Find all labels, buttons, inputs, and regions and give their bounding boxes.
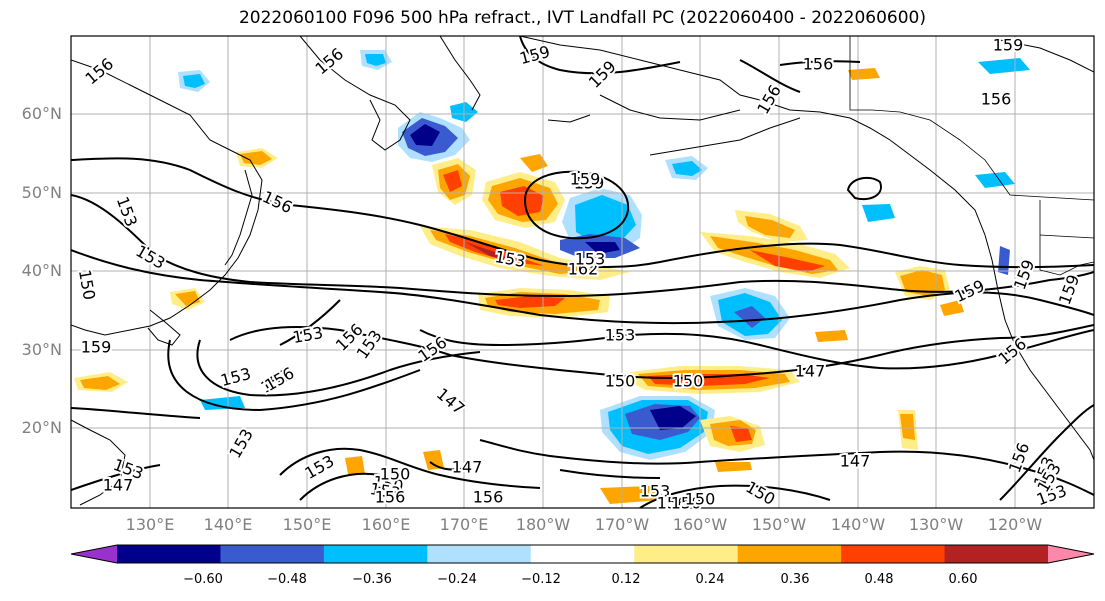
contour-label: 156 — [82, 54, 118, 88]
contour-label-halo: 153 — [575, 250, 606, 269]
contour-label: 159 — [952, 276, 988, 306]
contour-label: 147 — [795, 362, 826, 381]
colorbar-tick-label: 0.48 — [864, 572, 894, 587]
contour-label: 147 — [103, 476, 134, 495]
lon-label-180w: 180°W — [515, 515, 571, 534]
lat-label-30n: 30°N — [21, 340, 62, 359]
contour-label: 153 — [640, 482, 671, 501]
contour-label-halo: 147 — [795, 362, 826, 381]
contour-label: 156 — [260, 187, 296, 217]
map-frame — [70, 35, 1095, 509]
contour-label: 159 — [993, 36, 1024, 55]
contour-label: 159 — [585, 57, 620, 92]
contour-label-halo: 150 — [685, 490, 716, 509]
contour-label: 156 — [981, 90, 1012, 109]
contour-label: 159 — [1055, 272, 1083, 307]
lat-label-60n: 60°N — [21, 104, 62, 123]
colorbar-tick-label: −0.24 — [437, 572, 477, 587]
height-contours — [71, 36, 1094, 508]
lon-label-160e: 160°E — [361, 515, 411, 534]
lon-label-170w: 170°W — [594, 515, 650, 534]
contour-label-halo: 153 — [640, 482, 671, 501]
contour-label: 153 — [219, 364, 253, 390]
colorbar-tick-label: −0.48 — [267, 572, 307, 587]
contour-label-halo: 150 — [671, 494, 702, 513]
colorbar-tick-label: −0.60 — [183, 572, 223, 587]
colorbar-tick-label: 0.36 — [780, 572, 810, 587]
colorbar-tick-label: 0.12 — [611, 572, 641, 587]
lat-label-20n: 20°N — [21, 418, 62, 437]
contour-label: 159 — [574, 174, 605, 193]
map-title: 2022060100 F096 500 hPa refract., IVT La… — [238, 8, 926, 28]
colorbar-tick-label: −0.36 — [352, 572, 392, 587]
contour-label-halo: 156 — [657, 494, 688, 513]
contour-label: 159 — [518, 42, 552, 68]
contour-label: 162 — [568, 260, 599, 279]
contour-label: 150 — [673, 372, 704, 391]
contour-label: 153 — [605, 326, 636, 345]
contour-label: 147 — [433, 384, 469, 418]
lon-label-130e: 130°E — [125, 515, 175, 534]
contour-label: 156 — [753, 82, 785, 118]
colorbar-tick-label: 0.24 — [695, 572, 725, 587]
contour-label-halo: 150 — [371, 472, 404, 496]
contour-label: 156 — [473, 488, 504, 507]
contour-label: 153 — [225, 426, 257, 462]
lon-label-150w: 150°W — [751, 515, 807, 534]
contour-label-halo: 156 — [473, 488, 504, 507]
contour-label-halo: 159 — [570, 170, 601, 189]
contour-label: 159 — [1010, 257, 1038, 292]
contour-label: 150 — [75, 268, 99, 301]
lat-label-40n: 40°N — [21, 261, 62, 280]
contour-label: 153 — [113, 194, 141, 229]
contour-label-halo: 150 — [673, 372, 704, 391]
contour-label-halo: 156 — [803, 55, 834, 74]
colorbar-tick-label: −0.12 — [521, 572, 561, 587]
contour-label: 159 — [81, 338, 112, 357]
contour-label: 150 — [671, 494, 702, 513]
contour-label-halo: 159 — [81, 338, 112, 357]
political-borders — [849, 36, 1095, 276]
contour-label: 156 — [995, 334, 1031, 368]
contour-label-halo: 150 — [605, 372, 636, 391]
contour-label-halo: 159 — [574, 174, 605, 193]
contour-label: 153 — [575, 250, 606, 269]
contour-label: 156 — [312, 44, 348, 78]
lat-label-50n: 50°N — [21, 183, 62, 202]
contour-label: 147 — [452, 458, 483, 477]
contour-label: 147 — [840, 452, 871, 471]
contour-label: 156 — [803, 55, 834, 74]
contour-label: 150 — [743, 477, 779, 509]
colorbar-tick-label: 0.60 — [948, 572, 978, 587]
contour-label-halo: 162 — [568, 260, 599, 279]
contour-label-halo: 150 — [380, 465, 411, 484]
contour-label-halo: 147 — [452, 458, 483, 477]
coastlines — [71, 36, 1094, 506]
lon-label-140w: 140°W — [830, 515, 886, 534]
gridlines — [71, 36, 1094, 508]
lon-label-160w: 160°W — [672, 515, 728, 534]
contour-label-halo: 147 — [103, 476, 134, 495]
contour-label-halo: 153 — [605, 326, 636, 345]
contour-label: 150 — [685, 490, 716, 509]
contour-label: 153 — [291, 323, 324, 347]
lon-label-120w: 120°W — [987, 515, 1043, 534]
lon-label-140e: 140°E — [203, 515, 253, 534]
contour-label: 156 — [657, 494, 688, 513]
contour-label: 159 — [570, 170, 601, 189]
lon-label-150e: 150°E — [282, 515, 332, 534]
contour-label: 156 — [375, 488, 406, 507]
contour-label-halo: 159 — [993, 36, 1024, 55]
contour-label-halo: 147 — [840, 452, 871, 471]
contour-label-halo: 156 — [981, 90, 1012, 109]
lon-label-170e: 170°E — [439, 515, 489, 534]
contour-label: 150 — [380, 465, 411, 484]
contour-label: 150 — [605, 372, 636, 391]
anomaly-shading — [74, 50, 1030, 504]
lon-label-130w: 130°W — [908, 515, 964, 534]
contour-label-halo: 156 — [375, 488, 406, 507]
